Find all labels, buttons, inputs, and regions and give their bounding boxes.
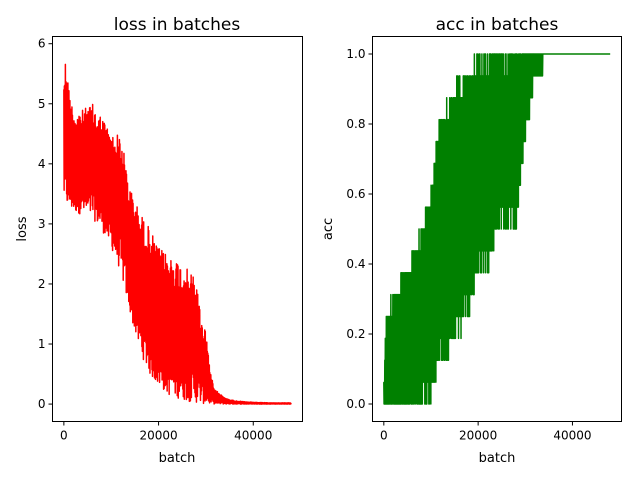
loss-x-tick-label: 40000 [234, 429, 272, 443]
acc-x-axis-label: batch [479, 451, 516, 466]
loss-plot-area: 0 20000 40000 0 1 2 3 4 5 6 [38, 37, 292, 443]
loss-plot-frame [52, 36, 303, 422]
acc-x-tick-label: 40000 [553, 429, 591, 443]
acc-x-tick-label: 20000 [459, 429, 497, 443]
loss-y-tick-label: 2 [38, 277, 46, 291]
acc-panel: acc in batches 0 20000 40000 0.0 0.2 0.4 0.6 0.… [321, 15, 622, 466]
acc-x-tick-label: 0 [380, 429, 388, 443]
acc-plot-frame [372, 36, 622, 422]
loss-x-tick-label: 20000 [139, 429, 177, 443]
loss-y-tick-label: 3 [38, 217, 46, 231]
loss-y-tick-label: 6 [38, 37, 46, 51]
acc-y-tick-label: 1.0 [346, 47, 365, 61]
acc-y-tick-label: 0.2 [346, 327, 365, 341]
acc-y-tick-label: 0.8 [346, 117, 365, 131]
loss-y-tick-label: 1 [38, 337, 46, 351]
loss-series-line [63, 63, 292, 405]
acc-y-tick-label: 0.6 [346, 187, 365, 201]
loss-y-tick-label: 5 [38, 97, 46, 111]
acc-y-tick-label: 0.0 [346, 397, 365, 411]
acc-chart-title: acc in batches [436, 15, 559, 35]
loss-x-tick-label: 0 [60, 429, 68, 443]
acc-y-tick-label: 0.4 [346, 257, 365, 271]
loss-chart-title: loss in batches [114, 15, 241, 35]
acc-series-line [383, 53, 611, 405]
loss-y-tick-label: 0 [38, 397, 46, 411]
loss-x-axis-label: batch [159, 451, 196, 466]
loss-panel: loss in batches 0 20000 40000 0 1 2 3 4 5 6 batch… [15, 15, 303, 466]
acc-plot-area: 0 20000 40000 0.0 0.2 0.4 0.6 0.8 1.0 [346, 47, 611, 443]
acc-y-axis-label: acc [321, 218, 336, 240]
loss-y-axis-label: loss [15, 216, 30, 241]
loss-y-tick-label: 4 [38, 157, 46, 171]
